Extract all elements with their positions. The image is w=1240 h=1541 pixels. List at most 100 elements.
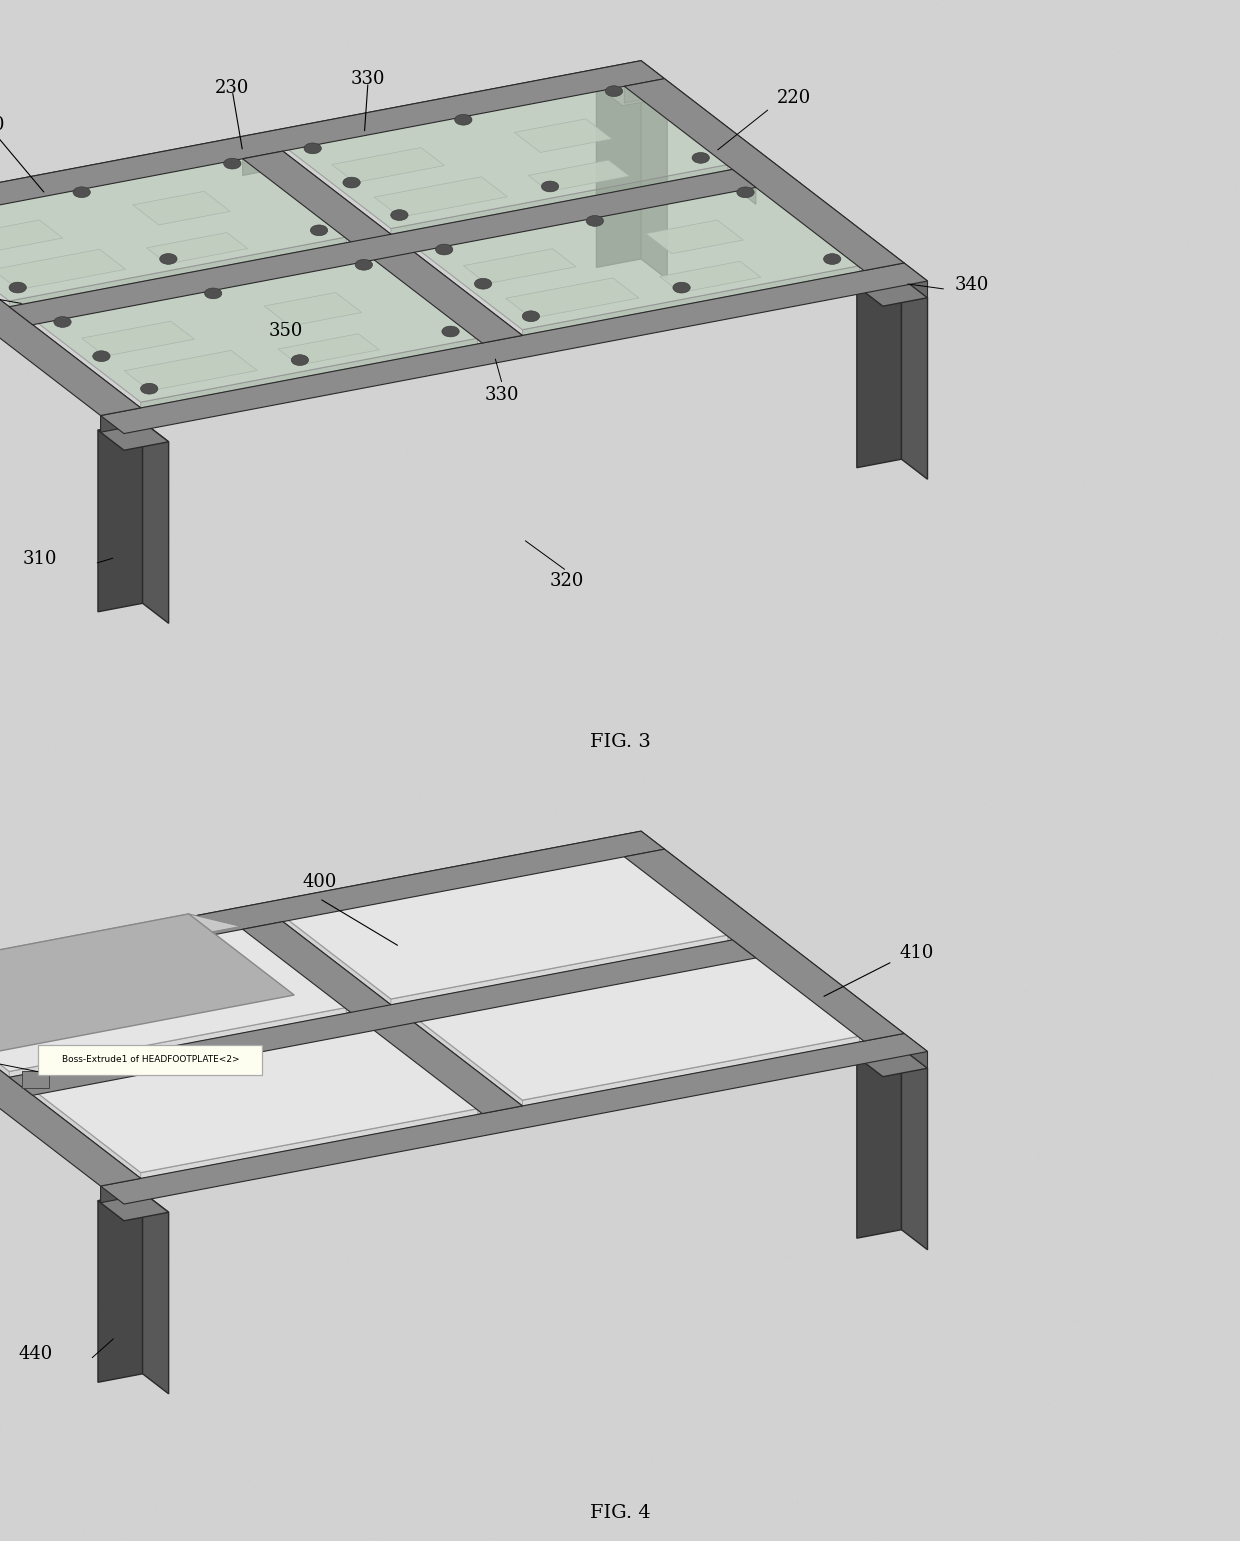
Point: [503, 1028, 523, 1053]
Point: [460, 393, 480, 418]
Point: [978, 1507, 998, 1532]
Point: [804, 1188, 823, 1213]
Circle shape: [343, 177, 361, 188]
Point: [374, 45, 394, 69]
Point: [134, 1461, 154, 1486]
Point: [981, 1194, 1001, 1219]
Point: [671, 946, 691, 971]
Point: [1045, 898, 1065, 923]
Point: [5, 388, 25, 413]
Circle shape: [355, 259, 372, 270]
Point: [125, 1032, 145, 1057]
Point: [156, 1196, 176, 1220]
Point: [849, 502, 869, 527]
Point: [392, 1441, 412, 1465]
Point: [644, 334, 663, 359]
Point: [1135, 465, 1154, 490]
Point: [372, 1502, 392, 1527]
Point: [306, 1126, 326, 1151]
Point: [647, 918, 667, 943]
Point: [139, 995, 159, 1020]
Point: [315, 1085, 335, 1110]
Point: [290, 834, 310, 858]
Point: [868, 399, 888, 424]
Point: [557, 550, 577, 575]
Point: [438, 795, 458, 820]
Point: [153, 220, 172, 245]
Point: [635, 1208, 655, 1233]
Point: [873, 1117, 893, 1142]
Point: [653, 1251, 673, 1276]
Point: [365, 69, 384, 94]
Point: [1172, 347, 1192, 371]
Point: [404, 203, 424, 228]
Point: [319, 1193, 339, 1217]
Point: [928, 1336, 947, 1361]
Point: [800, 88, 820, 112]
Point: [496, 599, 516, 624]
Point: [409, 965, 429, 989]
Point: [345, 610, 365, 635]
Point: [73, 1523, 93, 1541]
Point: [177, 119, 197, 143]
Point: [73, 658, 93, 683]
Point: [389, 1159, 409, 1183]
Point: [51, 271, 71, 296]
Point: [414, 1159, 434, 1183]
Point: [796, 182, 816, 206]
Point: [573, 599, 593, 624]
Point: [479, 715, 498, 740]
Point: [35, 364, 55, 388]
Polygon shape: [9, 170, 733, 324]
Point: [600, 1105, 620, 1130]
Point: [939, 1179, 959, 1204]
Point: [479, 590, 498, 615]
Point: [642, 1445, 662, 1470]
Point: [1214, 112, 1234, 137]
Point: [1043, 1251, 1063, 1276]
Point: [699, 1430, 719, 1455]
Point: [534, 613, 554, 638]
Point: [1220, 1043, 1240, 1068]
Point: [1147, 1288, 1167, 1313]
Point: [1048, 271, 1068, 296]
Polygon shape: [264, 293, 362, 327]
Point: [751, 1439, 771, 1464]
Point: [1226, 176, 1240, 200]
Point: [569, 980, 589, 1005]
Point: [1004, 638, 1024, 663]
Point: [296, 422, 316, 447]
Point: [915, 367, 935, 391]
Point: [627, 683, 647, 707]
Point: [559, 578, 579, 603]
Point: [31, 39, 51, 63]
Point: [79, 51, 99, 76]
Point: [869, 1077, 889, 1102]
Point: [289, 1487, 309, 1512]
Point: [35, 1002, 55, 1026]
Point: [25, 721, 45, 746]
Point: [1203, 697, 1223, 721]
Point: [688, 428, 708, 453]
Point: [961, 331, 981, 356]
Point: [730, 675, 750, 700]
Point: [756, 730, 776, 755]
Point: [598, 424, 618, 448]
Point: [1152, 582, 1172, 607]
Point: [110, 1519, 130, 1541]
Point: [588, 891, 608, 915]
Point: [1076, 562, 1096, 587]
Point: [1018, 145, 1038, 170]
Point: [805, 1519, 825, 1541]
Point: [1198, 618, 1218, 643]
Point: [999, 524, 1019, 549]
Point: [560, 1239, 580, 1264]
Point: [549, 0, 569, 22]
Point: [361, 886, 381, 911]
Point: [171, 1407, 191, 1432]
Point: [526, 1111, 546, 1136]
Polygon shape: [622, 854, 728, 940]
Point: [348, 1259, 368, 1284]
Point: [688, 1053, 708, 1077]
Point: [38, 740, 58, 764]
